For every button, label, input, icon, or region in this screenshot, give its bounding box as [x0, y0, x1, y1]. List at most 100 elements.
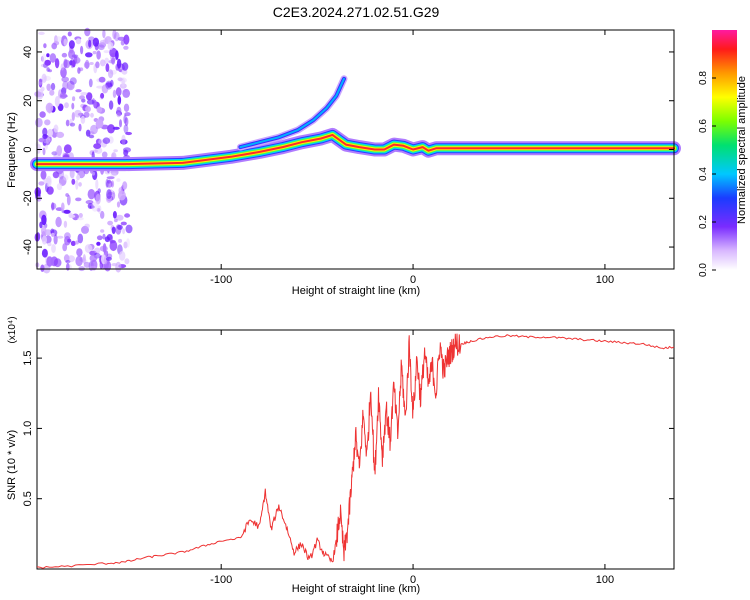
noise-speckle — [46, 175, 52, 187]
noise-speckle — [83, 61, 90, 69]
noise-speckle — [117, 224, 123, 230]
noise-speckle — [63, 220, 68, 228]
noise-speckle — [39, 78, 43, 82]
noise-speckle — [89, 254, 98, 262]
noise-speckle — [108, 100, 114, 110]
noise-speckle — [51, 151, 58, 156]
noise-speckle — [75, 255, 83, 267]
noise-speckle — [63, 38, 68, 46]
noise-speckle — [78, 123, 82, 132]
noise-speckle — [98, 76, 106, 83]
noise-speckle — [35, 117, 43, 128]
noise-speckle — [102, 137, 111, 144]
noise-speckle — [124, 117, 129, 126]
noise-speckle — [77, 217, 84, 221]
noise-speckle — [56, 183, 63, 191]
noise-speckle — [121, 134, 126, 146]
colorbar-tick-label: 0.6 — [698, 119, 709, 133]
noise-speckle — [63, 254, 70, 263]
noise-speckle — [96, 208, 101, 212]
noise-speckle — [54, 35, 58, 44]
noise-speckle — [38, 137, 47, 143]
noise-speckle — [69, 77, 77, 85]
colorbar-tick-label: 0.4 — [698, 167, 709, 181]
x-tick-label: 100 — [596, 574, 614, 586]
noise-speckle — [39, 221, 43, 229]
noise-speckle — [110, 172, 118, 177]
noise-speckle — [85, 106, 91, 113]
noise-speckle — [54, 96, 60, 107]
noise-speckle — [78, 213, 83, 218]
noise-speckle — [51, 232, 55, 237]
noise-speckle — [45, 139, 51, 146]
noise-speckle — [111, 226, 116, 234]
noise-speckle — [84, 244, 93, 254]
colorbar-gradient — [712, 30, 737, 270]
noise-speckle — [115, 50, 119, 61]
y-tick-label: 20 — [22, 95, 34, 107]
noise-speckle — [53, 234, 58, 245]
noise-speckle — [110, 69, 117, 75]
noise-speckle — [67, 31, 72, 37]
noise-speckle — [69, 118, 73, 127]
noise-speckle — [50, 82, 56, 91]
noise-speckle — [102, 29, 106, 39]
noise-speckle — [56, 145, 62, 157]
noise-speckle — [66, 263, 70, 271]
noise-speckle — [120, 139, 128, 145]
y-tick-label: 0.5 — [22, 491, 34, 506]
noise-speckle — [61, 210, 69, 214]
noise-speckle — [96, 106, 103, 113]
noise-speckle — [125, 224, 133, 234]
noise-speckle — [77, 67, 81, 74]
noise-speckle — [65, 119, 70, 127]
noise-speckle — [67, 255, 75, 263]
noise-speckle — [88, 78, 93, 88]
noise-speckle — [84, 27, 91, 37]
noise-speckle — [58, 176, 67, 186]
noise-speckle — [97, 188, 101, 194]
figure-title: C2E3.2024.271.02.51.G29 — [273, 4, 440, 20]
noise-speckle — [117, 77, 123, 82]
noise-speckle — [90, 112, 94, 118]
noise-speckle — [57, 103, 64, 112]
noise-speckle — [42, 134, 48, 139]
noise-speckle — [46, 67, 50, 72]
noise-speckle — [120, 221, 127, 226]
noise-speckle — [112, 126, 120, 130]
noise-speckle — [122, 228, 126, 235]
noise-speckle — [91, 201, 99, 212]
ridge-band — [36, 133, 675, 166]
noise-speckle — [126, 238, 130, 248]
noise-speckle — [71, 178, 76, 185]
noise-speckle — [118, 238, 123, 243]
noise-speckle — [95, 119, 104, 129]
upper-branch-band — [239, 77, 345, 149]
snr-y-multiplier: (x10⁴) — [7, 316, 18, 343]
noise-speckle — [124, 213, 131, 218]
noise-speckle — [114, 218, 118, 223]
noise-speckle — [41, 235, 48, 245]
noise-speckle — [61, 202, 65, 211]
x-tick-label: -100 — [210, 274, 232, 286]
noise-speckle — [55, 216, 62, 228]
noise-speckle — [46, 256, 54, 267]
noise-speckle — [88, 39, 92, 48]
noise-speckle — [103, 37, 108, 45]
spectrogram-x-label: Height of straight line (km) — [292, 285, 420, 297]
noise-speckle — [39, 111, 46, 118]
noise-speckle — [115, 214, 124, 221]
noise-speckle — [41, 248, 48, 258]
noise-speckle — [94, 247, 101, 254]
noise-speckle — [87, 203, 94, 209]
noise-speckle — [80, 92, 88, 96]
noise-speckle — [123, 147, 131, 153]
noise-speckle — [83, 261, 91, 268]
noise-speckle — [63, 144, 72, 154]
noise-speckle — [80, 115, 86, 124]
noise-speckle — [68, 212, 73, 218]
noise-speckle — [123, 241, 128, 249]
y-tick-label: 0 — [22, 146, 34, 152]
noise-speckle — [51, 244, 56, 253]
